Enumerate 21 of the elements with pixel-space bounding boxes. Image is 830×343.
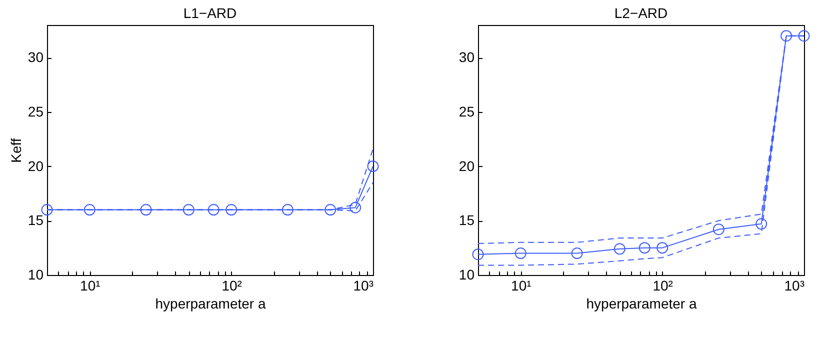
x-tick-label: 10¹	[511, 278, 532, 294]
x-tick-label: 10³	[353, 278, 374, 294]
y-tick-label: 10	[28, 266, 44, 282]
chart-title: L2−ARD	[614, 5, 668, 21]
x-tick-label: 10²	[652, 278, 674, 294]
x-axis-title: hyperparameter a	[155, 296, 266, 312]
y-tick-label: 25	[458, 103, 475, 120]
y-tick-label: 20	[458, 158, 475, 174]
y-tick-label: 30	[458, 49, 475, 66]
y-tick-label: 15	[28, 212, 44, 228]
y-tick-label: 20	[28, 158, 44, 174]
x-tick-label: 10¹	[80, 278, 101, 294]
y-tick-label: 10	[458, 266, 475, 282]
chart-title: L1−ARD	[183, 5, 237, 21]
y-tick-label: 25	[28, 103, 44, 120]
y-tick-label: 15	[458, 212, 475, 228]
y-axis-title: Keff	[8, 138, 24, 163]
x-tick-label: 10³	[784, 278, 805, 294]
x-axis-title: hyperparameter a	[586, 296, 697, 312]
x-tick-label: 10²	[222, 278, 242, 294]
y-tick-label: 30	[28, 49, 44, 66]
